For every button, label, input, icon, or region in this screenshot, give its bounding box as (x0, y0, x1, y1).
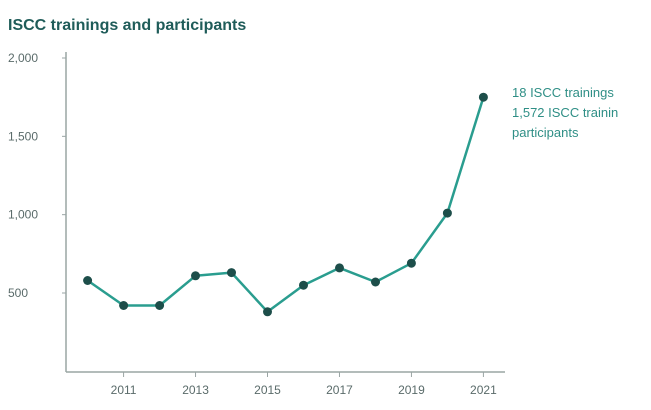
y-tick-label: 1,500 (8, 129, 38, 143)
data-point (371, 277, 380, 287)
y-tick-labels: 500 1,000 1,500 2,000 (8, 51, 66, 300)
series-line (86, 95, 485, 314)
annotation-line: 1,572 ISCC trainin (512, 105, 618, 120)
data-point (155, 301, 165, 310)
data-point (191, 271, 200, 281)
y-tick-label: 1,000 (8, 208, 38, 222)
x-tick-label: 2019 (398, 383, 425, 397)
data-point (119, 301, 129, 310)
x-tick-labels: 2011 2013 2015 2017 2019 2021 (111, 372, 497, 397)
data-point (263, 307, 272, 317)
x-tick-label: 2013 (182, 383, 209, 397)
chart-title: ISCC trainings and participants (8, 17, 246, 34)
x-tick-label: 2021 (470, 383, 497, 397)
annotation-line: participants (512, 125, 579, 140)
x-tick-label: 2015 (254, 383, 281, 397)
annotation: 18 ISCC trainings 1,572 ISCC trainin parti… (512, 85, 618, 140)
x-tick-label: 2011 (111, 383, 137, 397)
y-tick-label: 500 (8, 286, 28, 300)
data-point (299, 280, 308, 290)
x-tick-label: 2017 (326, 383, 353, 397)
y-tick-label: 2,000 (8, 51, 38, 65)
data-point (442, 208, 452, 218)
data-point (335, 263, 344, 273)
data-point (227, 268, 236, 278)
series-group (83, 92, 488, 317)
data-point (478, 92, 488, 102)
data-point (83, 276, 93, 285)
data-point (406, 258, 416, 268)
annotation-line: 18 ISCC trainings (512, 85, 614, 100)
